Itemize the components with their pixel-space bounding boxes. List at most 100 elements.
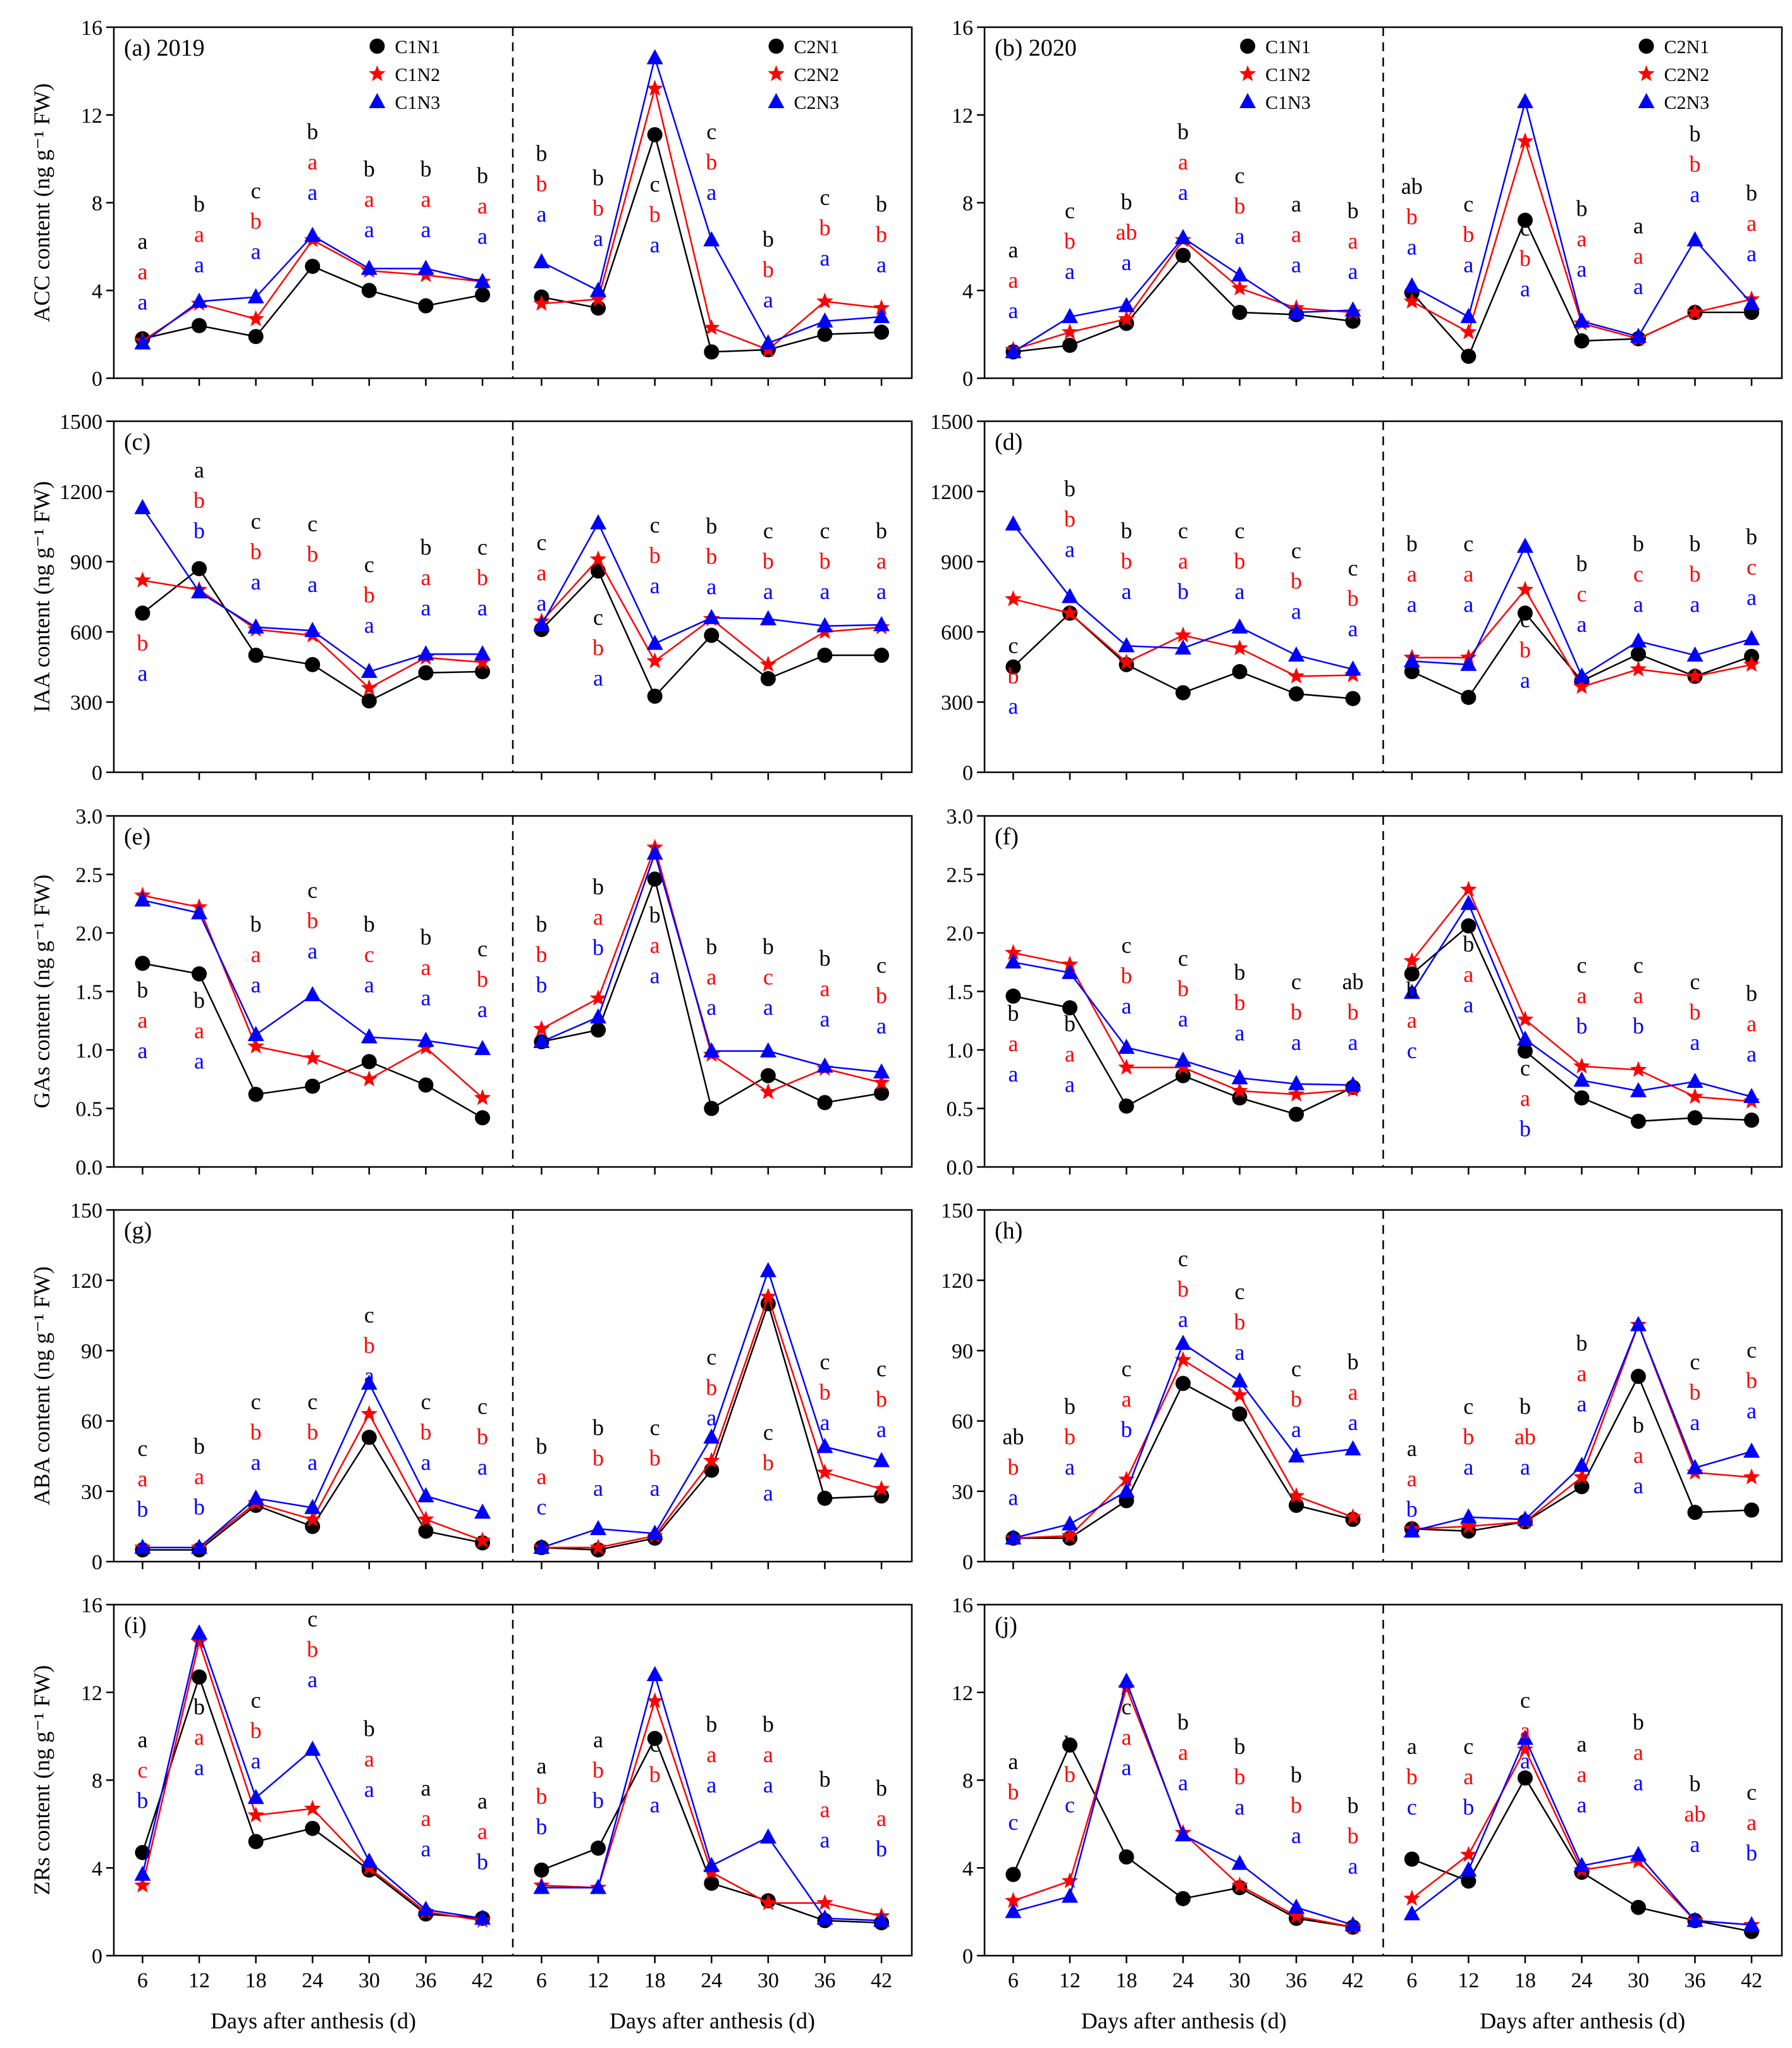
data-point-c1N3 <box>304 622 321 638</box>
data-point-c1N3 <box>417 645 434 661</box>
data-point-c1N3 <box>1118 1672 1135 1688</box>
significance-letter: b <box>1690 561 1701 586</box>
significance-letter: c <box>819 518 830 543</box>
significance-letter: b <box>477 163 488 188</box>
significance-letter: b <box>193 987 205 1013</box>
data-point-c1N3 <box>247 618 264 634</box>
data-point-c2N1 <box>704 1101 720 1116</box>
data-point-c1N3 <box>1118 1482 1135 1498</box>
significance-letter: a <box>1463 1454 1473 1479</box>
significance-letter: b <box>193 1694 205 1719</box>
significance-letter: a <box>420 955 431 980</box>
x-tick-label: 18 <box>1514 1969 1536 1992</box>
significance-letter: a <box>307 939 317 964</box>
data-point-c1N2 <box>1174 626 1192 643</box>
significance-letter: b <box>1633 531 1644 556</box>
significance-letter: c <box>1690 1349 1700 1374</box>
data-point-c2N1 <box>704 627 720 643</box>
significance-letter: b <box>1291 1386 1302 1412</box>
data-point-c2N3 <box>1743 295 1760 311</box>
significance-letter: ab <box>1401 174 1423 199</box>
significance-letter: c <box>1235 1279 1245 1304</box>
significance-letter: c <box>1291 969 1301 994</box>
x-tick-label: 42 <box>472 1969 493 1992</box>
significance-letter: b <box>1519 1393 1531 1419</box>
data-point-c2N3 <box>1743 630 1760 646</box>
y-tick-label: 1200 <box>930 481 973 504</box>
y-tick-label: 4 <box>92 280 102 303</box>
data-point-c1N1 <box>1289 1106 1304 1122</box>
significance-letter: a <box>1463 962 1473 987</box>
data-point-c2N3 <box>816 1909 833 1925</box>
y-tick-label: 16 <box>952 16 973 40</box>
significance-letter: a <box>1463 561 1473 586</box>
significance-letter: b <box>763 548 774 574</box>
x-tick-label: 12 <box>188 1969 210 1992</box>
significance-letter: c <box>1121 1694 1131 1719</box>
data-point-c2N2 <box>1686 667 1703 684</box>
significance-letter: b <box>1463 221 1474 247</box>
data-point-c2N2 <box>533 295 550 311</box>
data-point-c2N2 <box>759 1894 777 1911</box>
significance-letter: a <box>194 1048 204 1073</box>
significance-letter: a <box>1520 276 1530 302</box>
data-point-c1N3 <box>134 1865 151 1881</box>
legend-marker <box>1638 39 1654 54</box>
significance-letter: a <box>194 457 204 483</box>
significance-letter: b <box>649 1761 661 1787</box>
significance-letter: a <box>1520 668 1530 693</box>
significance-letter: b <box>1347 198 1359 223</box>
data-point-c1N3 <box>1288 1898 1305 1914</box>
significance-letter: a <box>1633 274 1643 299</box>
significance-letter: c <box>1633 561 1643 586</box>
significance-letter: c <box>876 1356 887 1381</box>
data-point-c2N1 <box>704 1875 720 1891</box>
significance-letter: b <box>819 1767 830 1792</box>
significance-letter: b <box>1690 151 1701 176</box>
data-point-c1N3 <box>191 583 208 599</box>
significance-letter: a <box>1291 1417 1301 1442</box>
significance-letter: b <box>592 195 604 221</box>
panel-label: (j) <box>995 1612 1017 1639</box>
significance-letter: c <box>420 1389 431 1414</box>
significance-letter: b <box>307 1637 318 1662</box>
y-tick-label: 300 <box>941 691 973 715</box>
data-point-c2N1 <box>874 1085 890 1101</box>
data-point-c1N2 <box>474 653 491 670</box>
data-point-c2N3 <box>759 1042 776 1058</box>
significance-letter: a <box>137 1466 147 1491</box>
y-tick-label: 8 <box>962 192 973 216</box>
significance-letter: a <box>1520 1748 1530 1773</box>
significance-letter: c <box>1008 1810 1018 1835</box>
significance-letter: a <box>477 997 488 1022</box>
significance-letter: b <box>1291 568 1302 593</box>
data-point-c2N3 <box>1573 1457 1590 1472</box>
significance-letter: b <box>1234 548 1246 574</box>
significance-letter: c <box>1520 216 1530 241</box>
data-point-c1N1 <box>418 665 434 681</box>
y-axis-label: IAA content (ng g⁻¹ FW) <box>29 481 54 713</box>
significance-letter: b <box>536 972 547 997</box>
data-point-c1N1 <box>248 1834 264 1849</box>
significance-letter: c <box>1065 1792 1075 1817</box>
significance-letter: a <box>1178 180 1188 205</box>
data-point-c1N3 <box>474 1040 491 1056</box>
significance-letter: a <box>876 1013 887 1039</box>
data-point-c1N1 <box>361 283 377 299</box>
significance-letter: a <box>876 252 887 277</box>
data-point-c2N3 <box>533 253 550 269</box>
significance-letter: a <box>1065 536 1075 562</box>
data-point-c2N3 <box>1686 1459 1703 1474</box>
data-point-c1N3 <box>1344 1916 1361 1932</box>
data-point-c1N1 <box>1175 685 1191 701</box>
significance-letter: c <box>1463 531 1473 556</box>
significance-letter: a <box>420 1450 431 1475</box>
significance-letter: b <box>1746 1368 1757 1393</box>
data-point-c2N1 <box>1744 1113 1760 1128</box>
significance-letter: b <box>364 156 375 182</box>
significance-letter: b <box>1347 1823 1359 1849</box>
significance-letter: a <box>819 1410 830 1435</box>
significance-letter: b <box>536 1433 547 1459</box>
data-point-c2N2 <box>1629 660 1647 677</box>
